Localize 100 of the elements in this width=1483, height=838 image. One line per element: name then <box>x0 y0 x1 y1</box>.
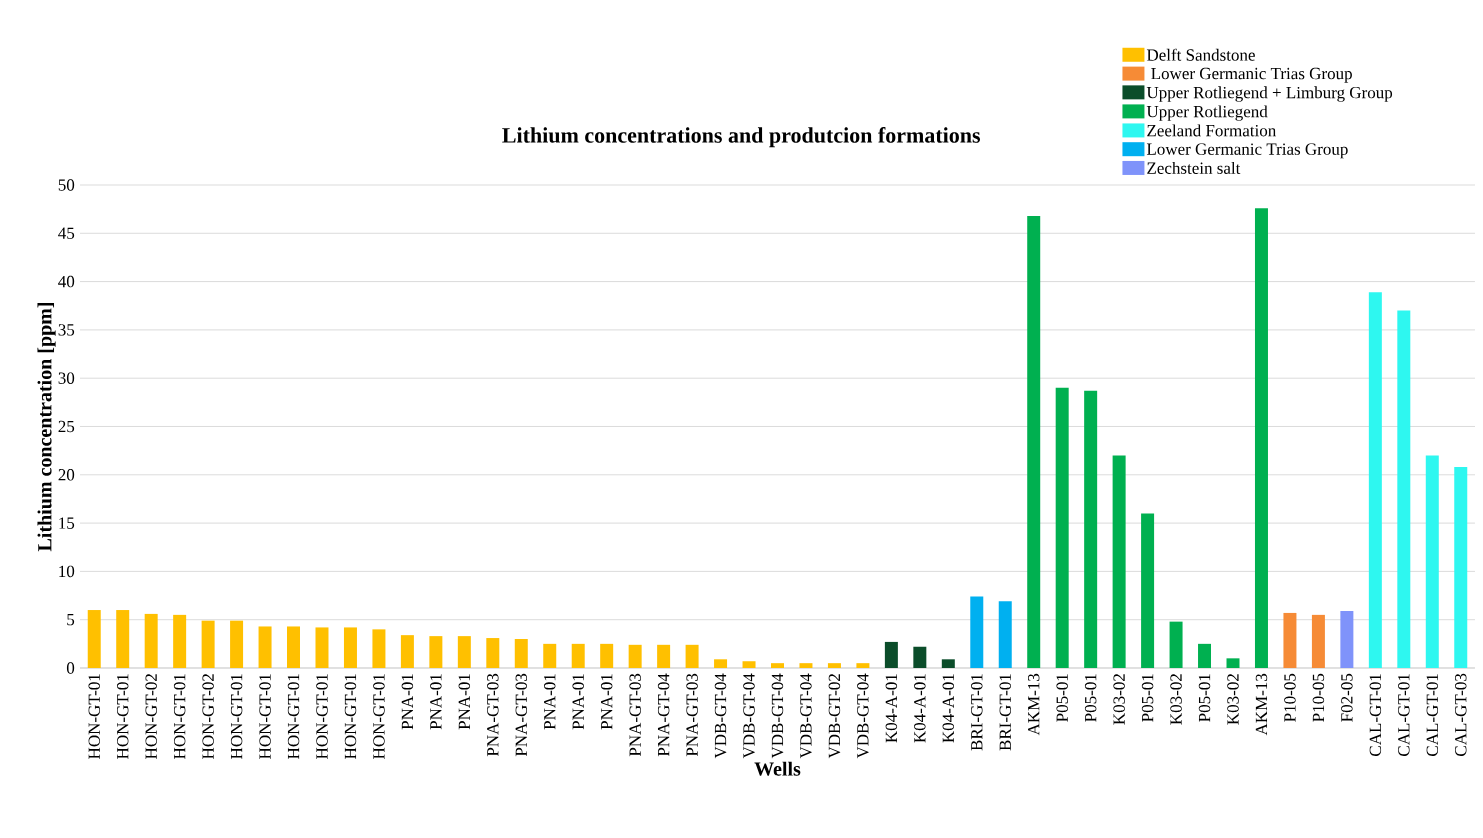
x-tick-label: HON-GT-01 <box>316 674 328 759</box>
x-tick-label: PNA-01 <box>600 674 613 730</box>
bar <box>1112 455 1126 668</box>
x-tick-label: PNA-GT-03 <box>515 673 528 757</box>
y-tick-label: 5 <box>67 614 75 626</box>
x-tick-label: BRI-GT-01 <box>999 674 1011 751</box>
legend-label: Upper Rotliegend <box>1146 105 1268 121</box>
x-tick-label: AKM-13 <box>1255 673 1268 736</box>
bar <box>315 627 329 668</box>
bar <box>571 643 585 668</box>
bar <box>1141 513 1155 668</box>
x-tick-label: PNA-01 <box>572 674 584 730</box>
bar <box>742 661 756 668</box>
bar <box>970 596 984 668</box>
bar <box>770 663 784 668</box>
x-tick-label: CAL-GT-03 <box>1455 673 1467 756</box>
x-tick-label: HON-GT-01 <box>116 674 129 759</box>
x-tick-label: HON-GT-01 <box>230 674 243 759</box>
legend-label: Delft Sandstone <box>1146 48 1255 61</box>
bar <box>1198 643 1212 668</box>
bar <box>400 635 414 668</box>
bar <box>657 644 671 668</box>
bar <box>173 614 187 668</box>
bar <box>1169 621 1183 668</box>
x-tick-label: CAL-GT-01 <box>1398 674 1410 756</box>
x-tick-label: HON-GT-01 <box>173 674 186 759</box>
bar <box>856 663 870 668</box>
x-tick-label: PNA-01 <box>401 674 414 730</box>
y-axis-title: Lithium concentration [ppm] <box>37 302 56 552</box>
legend-label: Zechstein salt <box>1147 161 1241 174</box>
bar <box>230 620 244 668</box>
x-tick-label: CAL-GT-01 <box>1369 674 1382 756</box>
bar <box>287 626 301 668</box>
x-tick-label: VDB-GT-04 <box>771 673 784 759</box>
x-tick-label: P05-01 <box>1198 674 1211 722</box>
x-tick-label: P05-01 <box>1056 674 1068 722</box>
bar <box>913 646 927 668</box>
bar <box>1368 292 1382 668</box>
y-tick-label: 15 <box>59 517 75 529</box>
x-tick-label: F02-05 <box>1341 673 1353 722</box>
x-tick-label: VDB-GT-04 <box>800 673 812 759</box>
bar <box>429 636 443 668</box>
x-tick-label: PNA-01 <box>458 674 471 730</box>
bar <box>600 643 614 668</box>
bar <box>1397 310 1411 668</box>
bar <box>998 601 1012 668</box>
x-tick-label: P05-01 <box>1084 674 1097 722</box>
bar <box>201 620 215 668</box>
x-tick-label: CAL-GT-01 <box>1426 674 1439 756</box>
x-tick-label: HON-GT-01 <box>287 674 300 759</box>
x-tick-label: VDB-GT-02 <box>828 674 841 759</box>
x-tick-label: K04-A-01 <box>885 674 898 743</box>
y-tick-label: 35 <box>58 324 75 336</box>
bar <box>486 638 500 668</box>
y-tick-label: 30 <box>58 372 75 384</box>
y-tick-label: 20 <box>58 469 75 481</box>
bar <box>1454 467 1468 668</box>
bar <box>1254 208 1268 668</box>
bar <box>343 627 357 668</box>
x-tick-label: P10-05 <box>1312 673 1325 722</box>
bar <box>543 643 557 668</box>
x-tick-label: BRI-GT-01 <box>971 674 983 751</box>
x-tick-label: PNA-GT-04 <box>657 673 670 757</box>
x-tick-label: PNA-01 <box>544 674 556 730</box>
bar <box>457 636 471 668</box>
bar <box>116 610 130 668</box>
x-tick-label: K03-02 <box>1170 674 1182 725</box>
x-tick-label: HON-GT-01 <box>88 674 100 759</box>
bar <box>1283 612 1297 668</box>
x-tick-label: PNA-01 <box>430 674 442 730</box>
x-tick-label: HON-GT-01 <box>373 674 385 759</box>
x-tick-label: K03-02 <box>1113 674 1125 725</box>
bar <box>1226 658 1240 668</box>
x-tick-label: HON-GT-01 <box>259 674 271 759</box>
y-tick-label: 40 <box>58 275 75 288</box>
bar <box>372 629 386 668</box>
bar <box>514 639 528 668</box>
bar <box>1055 387 1069 668</box>
bar <box>258 626 272 668</box>
legend-label: Upper Rotliegend + Limburg Group <box>1146 86 1393 102</box>
y-tick-label: 45 <box>58 227 75 239</box>
x-tick-label: HON-GT-02 <box>202 674 214 759</box>
x-tick-label: PNA-GT-03 <box>629 673 641 757</box>
x-tick-label: AKM-13 <box>1028 673 1040 736</box>
x-tick-label: P10-05 <box>1284 673 1296 722</box>
legend-label: Lower Germanic Trias Group <box>1151 67 1352 83</box>
y-tick-label: 25 <box>58 420 75 433</box>
y-tick-label: 50 <box>58 179 75 191</box>
x-tick-label: HON-GT-02 <box>145 674 157 759</box>
bar <box>1084 390 1098 668</box>
bar <box>714 659 728 668</box>
chart-title: Lithium concentrations and produtcion formations <box>502 127 981 148</box>
x-tick-label: VDB-GT-04 <box>714 673 727 759</box>
y-tick-label: 0 <box>66 662 75 674</box>
bar <box>628 644 642 668</box>
legend-label: Zeeland Formation <box>1147 124 1277 137</box>
bar <box>799 663 813 668</box>
bar <box>685 644 699 668</box>
bar <box>884 641 898 668</box>
x-axis-title: Wells <box>754 761 801 776</box>
